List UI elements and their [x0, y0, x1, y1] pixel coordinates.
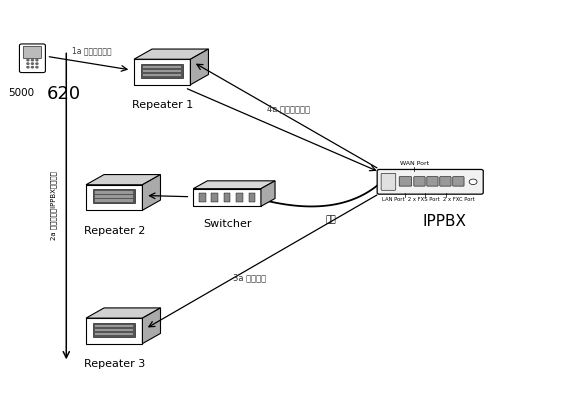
- Circle shape: [27, 59, 29, 61]
- Polygon shape: [193, 189, 261, 206]
- Text: Repeater 2: Repeater 2: [83, 226, 145, 236]
- Polygon shape: [95, 192, 133, 194]
- Polygon shape: [95, 325, 133, 327]
- Polygon shape: [141, 64, 183, 78]
- Text: WAN Port: WAN Port: [400, 161, 429, 166]
- Polygon shape: [95, 329, 133, 331]
- Polygon shape: [142, 308, 160, 344]
- Polygon shape: [191, 49, 209, 85]
- FancyBboxPatch shape: [453, 177, 464, 186]
- Text: 1a 发起电话呼叫: 1a 发起电话呼叫: [72, 47, 112, 56]
- Circle shape: [36, 63, 38, 64]
- FancyBboxPatch shape: [381, 173, 396, 190]
- Text: Repeater 3: Repeater 3: [83, 359, 145, 369]
- Polygon shape: [199, 193, 206, 202]
- Text: LAN Port  2 x FXS Port  2 x FXC Port: LAN Port 2 x FXS Port 2 x FXC Port: [382, 198, 475, 202]
- Text: Repeater 1: Repeater 1: [132, 100, 193, 110]
- Polygon shape: [86, 308, 160, 318]
- Text: 620: 620: [46, 85, 81, 103]
- Text: 网线: 网线: [326, 215, 337, 224]
- Circle shape: [31, 63, 33, 64]
- Circle shape: [36, 59, 38, 61]
- Polygon shape: [86, 175, 160, 185]
- Polygon shape: [134, 59, 191, 85]
- Circle shape: [27, 63, 29, 64]
- FancyBboxPatch shape: [23, 46, 41, 58]
- Polygon shape: [93, 323, 136, 337]
- Polygon shape: [211, 193, 218, 202]
- Polygon shape: [224, 193, 230, 202]
- FancyBboxPatch shape: [440, 177, 451, 186]
- Polygon shape: [143, 66, 181, 68]
- Circle shape: [31, 59, 33, 61]
- Polygon shape: [93, 189, 136, 203]
- Polygon shape: [95, 333, 133, 335]
- Polygon shape: [193, 181, 275, 189]
- FancyBboxPatch shape: [399, 177, 412, 186]
- Polygon shape: [142, 175, 160, 210]
- Polygon shape: [236, 193, 243, 202]
- Text: IPPBX: IPPBX: [422, 214, 466, 229]
- Text: 2a 指定中继与IPPBX建立会话: 2a 指定中继与IPPBX建立会话: [50, 171, 57, 240]
- Polygon shape: [261, 181, 275, 206]
- Polygon shape: [95, 199, 133, 202]
- Circle shape: [469, 179, 477, 184]
- Text: 3a 建立会话: 3a 建立会话: [232, 273, 266, 282]
- Polygon shape: [86, 318, 142, 344]
- Circle shape: [36, 66, 38, 68]
- Polygon shape: [95, 196, 133, 198]
- Polygon shape: [86, 185, 142, 210]
- Polygon shape: [143, 70, 181, 72]
- Circle shape: [27, 66, 29, 68]
- Polygon shape: [143, 74, 181, 76]
- FancyBboxPatch shape: [427, 177, 438, 186]
- Text: 5000: 5000: [8, 88, 34, 98]
- Text: Switcher: Switcher: [203, 219, 251, 229]
- FancyBboxPatch shape: [377, 169, 483, 194]
- Polygon shape: [134, 49, 209, 59]
- Text: 4a 语音数据发送: 4a 语音数据发送: [266, 105, 310, 114]
- Polygon shape: [248, 193, 255, 202]
- FancyBboxPatch shape: [19, 44, 45, 73]
- FancyBboxPatch shape: [414, 177, 425, 186]
- Circle shape: [31, 66, 33, 68]
